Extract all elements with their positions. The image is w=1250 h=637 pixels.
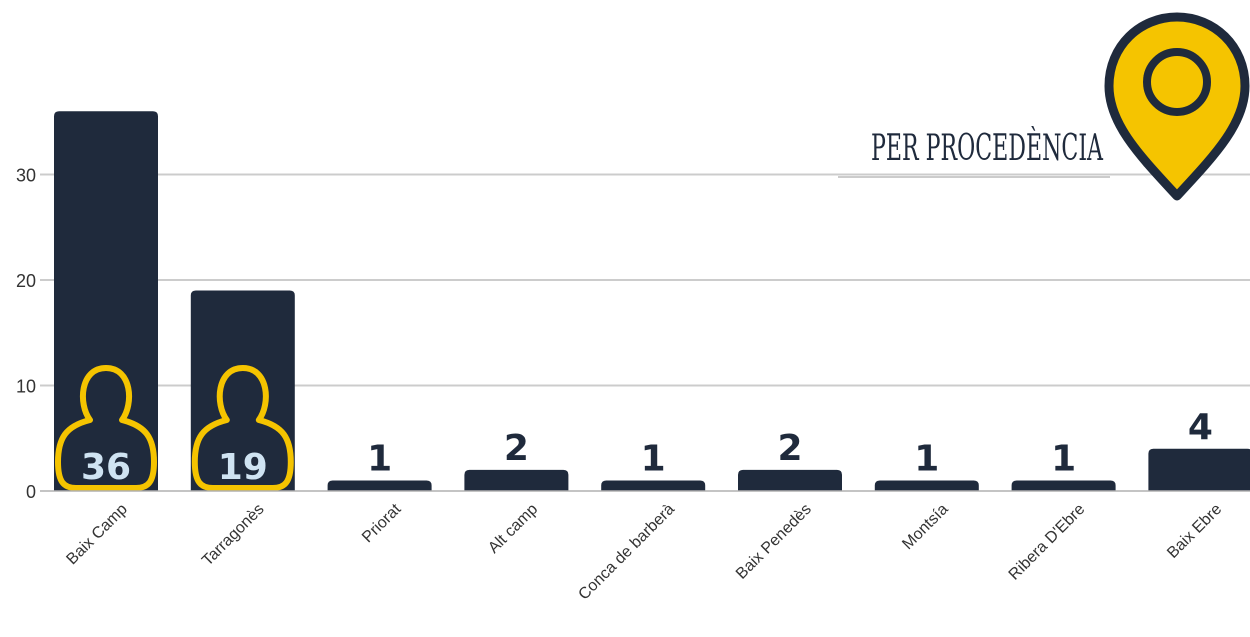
person-icon	[55, 365, 157, 491]
title-badge: PER PROCEDÈNCIA	[838, 12, 1250, 201]
data-label: 19	[218, 447, 268, 488]
y-tick-label: 0	[26, 482, 36, 502]
y-axis: 0 10 20 30	[16, 166, 36, 503]
x-axis: Baix Camp Tarragonès Priorat Alt camp Conca …	[40, 490, 1250, 604]
data-label: 36	[81, 447, 131, 488]
bar	[1148, 448, 1250, 491]
data-label: 2	[504, 428, 529, 469]
x-tick-label: Ribera D'Ebre	[1006, 501, 1089, 584]
map-pin-icon	[1104, 12, 1250, 201]
y-tick-label: 30	[16, 166, 36, 186]
bar	[1011, 480, 1116, 491]
y-tick-label: 20	[16, 271, 36, 291]
x-tick-label: Alt camp	[485, 501, 541, 557]
x-tick-label: Conca de barberà	[575, 501, 678, 604]
x-tick-label: Baix Penedès	[733, 501, 815, 583]
chart-title: PER PROCEDÈNCIA	[871, 127, 1104, 169]
bar	[464, 469, 569, 491]
x-tick-label: Baix Camp	[63, 501, 130, 568]
data-label: 1	[641, 438, 666, 479]
bars: 36 19 1 2 1 2 1 1 4	[54, 111, 1250, 491]
y-tick-label: 10	[16, 377, 36, 397]
x-tick-label: Baix Ebre	[1164, 501, 1225, 562]
bar	[874, 480, 979, 491]
data-label: 2	[777, 428, 802, 469]
bar	[327, 480, 432, 491]
bar	[190, 290, 295, 491]
data-label: 1	[1051, 438, 1076, 479]
bar	[54, 111, 158, 491]
bar	[601, 480, 706, 491]
x-tick-label: Priorat	[359, 500, 405, 546]
data-label: 4	[1188, 407, 1213, 448]
person-icon	[191, 365, 294, 491]
bar	[738, 469, 842, 491]
data-label: 1	[367, 438, 392, 479]
x-tick-label: Montsía	[899, 501, 951, 553]
x-tick-label: Tarragonès	[199, 501, 268, 570]
data-label: 1	[914, 438, 939, 479]
